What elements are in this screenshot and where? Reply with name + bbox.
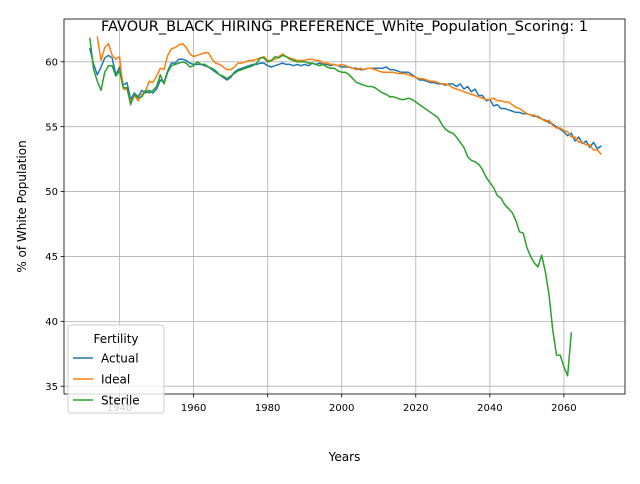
x-tick-label: 1960 (181, 403, 206, 414)
y-tick-label: 45 (45, 252, 58, 263)
y-tick-label: 40 (45, 317, 58, 328)
x-tick-label: 2060 (551, 403, 576, 414)
legend: Fertility Actual Ideal Sterile (67, 324, 165, 414)
legend-label-actual: Actual (101, 352, 139, 366)
y-axis-ticks: 35 40 45 50 55 60 (45, 57, 64, 393)
legend-items: Actual Ideal Sterile (73, 352, 140, 408)
plot-frame (63, 18, 626, 395)
x-tick-label: 2020 (403, 403, 428, 414)
legend-label-ideal: Ideal (101, 373, 130, 387)
x-tick-label: 2000 (329, 403, 354, 414)
x-tick-label: 1980 (255, 403, 280, 414)
series-line-sterile (89, 37, 573, 377)
series-line-actual (89, 47, 602, 150)
x-axis-label: Years (328, 450, 361, 464)
y-tick-label: 50 (45, 187, 58, 198)
y-tick-label: 55 (45, 122, 58, 133)
y-tick-label: 35 (45, 382, 58, 393)
legend-box (67, 324, 165, 414)
chart-title: FAVOUR_BLACK_HIRING_PREFERENCE_White_Pop… (101, 19, 588, 35)
x-tick-label: 2040 (477, 403, 502, 414)
y-axis-label: % of White Population (15, 140, 29, 272)
legend-label-sterile: Sterile (101, 394, 140, 408)
series-lines (89, 36, 602, 377)
legend-title: Fertility (93, 332, 138, 346)
y-tick-label: 60 (45, 57, 58, 68)
series-line-ideal (96, 36, 602, 156)
